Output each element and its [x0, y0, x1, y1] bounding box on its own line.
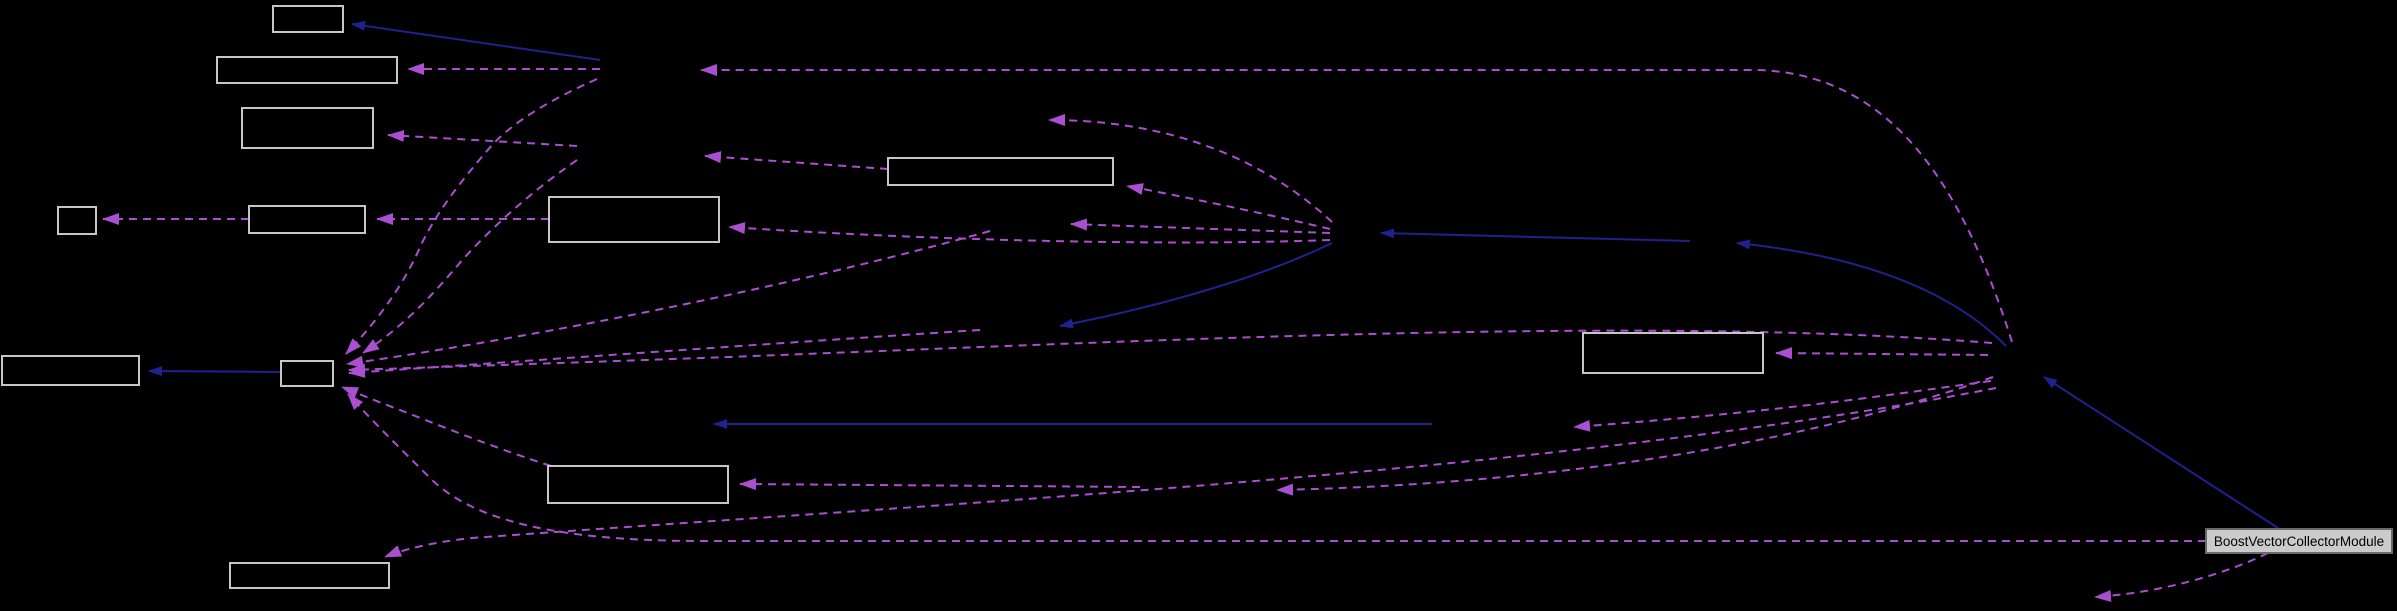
edge-dash-p2-to-hub: [348, 329, 1993, 376]
node-boostvectorcollectormodule-label[interactable]: BoostVectorCollectorModule: [2214, 534, 2384, 549]
node-mid-center[interactable]: [548, 196, 720, 243]
edge-dash-p1-arc-n3: [1048, 114, 1333, 223]
edge-dash-p2-to-n7: [1573, 380, 1992, 432]
edge-dash-n6-to-hub: [348, 329, 981, 378]
node-hub[interactable]: [280, 360, 334, 387]
edge-dash-p2-to-rightmiddle: [1775, 347, 1989, 360]
node-boostvectorcollectormodule[interactable]: [2205, 528, 2393, 554]
edge-dash-p1-to-n2: [1070, 218, 1331, 234]
edge-solid-p1-to-hidden-mid: [1059, 242, 1333, 329]
edge-solid-n11-to-p1: [1380, 228, 1691, 242]
node-mid-left[interactable]: [248, 205, 366, 234]
edge-dash-longtop-to-n5: [704, 151, 889, 170]
edge-dash-module-to-n9: [2094, 552, 2269, 602]
edge-solid-module-to-p2: [2043, 376, 2279, 529]
edge-dash-module-to-hub-bottom: [347, 393, 2206, 542]
edge-dash-p2-to-n8: [1276, 376, 1994, 496]
edge-dash-p2-top-route-n1: [700, 64, 2013, 343]
edge-solid-hub-to-left-edge: [148, 366, 282, 377]
edge-dash-p1-to-longtop: [1126, 183, 1331, 230]
edge-dash-n5-to-two-line: [387, 129, 578, 147]
node-tiny-left[interactable]: [57, 206, 97, 235]
node-left-edge[interactable]: [1, 355, 140, 386]
edge-solid-p2-to-n11: [1736, 239, 2007, 347]
edge-dash-n5-scurve-hub: [362, 159, 578, 354]
node-long-top-middle[interactable]: [887, 157, 1114, 186]
edge-dash-p2-to-bottomleft: [384, 387, 1997, 558]
node-right-middle[interactable]: [1582, 332, 1764, 374]
edge-dash-n2-to-hub: [346, 230, 991, 368]
edge-dash-n8-to-bottommiddle: [739, 478, 1141, 491]
edge-dash-p1-to-midcenter: [728, 222, 1331, 244]
node-wide-upper[interactable]: [216, 56, 398, 84]
edge-solid-to-top-small: [351, 20, 601, 61]
node-bottom-middle[interactable]: [547, 465, 729, 504]
node-top-small[interactable]: [272, 5, 344, 33]
edge-dash-bottommiddle-to-hub: [341, 386, 552, 467]
node-bottom-left[interactable]: [229, 562, 390, 589]
node-two-line-left[interactable]: [241, 107, 374, 149]
